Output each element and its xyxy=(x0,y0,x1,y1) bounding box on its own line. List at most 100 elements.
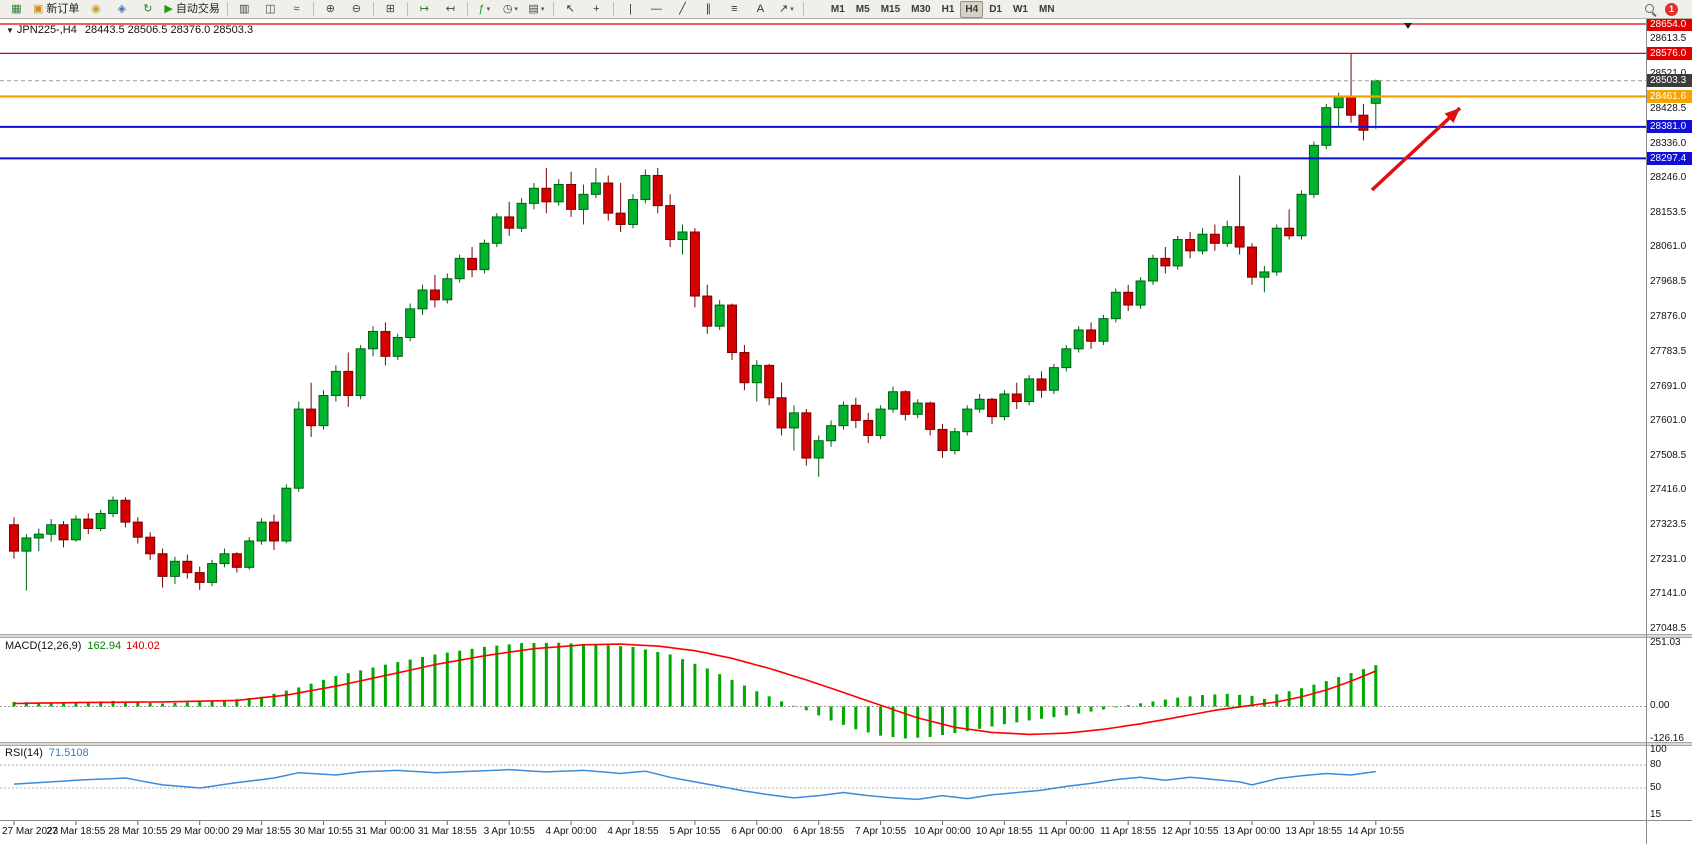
auto-scroll-button[interactable]: ↦ xyxy=(412,0,437,19)
text-tool-button[interactable]: A xyxy=(748,0,773,19)
mql5-community-button[interactable]: ◉ xyxy=(83,0,108,19)
cursor-button[interactable]: ↖ xyxy=(558,0,583,19)
time-axis-label: 13 Apr 00:00 xyxy=(1223,826,1281,837)
auto-trading-button[interactable]: ▶ 自动交易 xyxy=(161,0,222,19)
candle-body xyxy=(1160,257,1171,267)
equidistant-channel-button[interactable]: ∥ xyxy=(696,0,721,19)
search-icon[interactable] xyxy=(1644,3,1657,17)
candle-body xyxy=(875,408,886,436)
chevron-down-icon: ▾ xyxy=(486,5,491,13)
pane-separator[interactable] xyxy=(0,740,1692,748)
candle-body xyxy=(1185,239,1196,252)
timeframe-mn-button[interactable]: MN xyxy=(1038,3,1055,15)
fibonacci-button[interactable]: ≡ xyxy=(722,0,747,19)
pane-separator[interactable] xyxy=(0,632,1692,640)
candle-body xyxy=(714,304,725,327)
trendline-button[interactable]: ╱ xyxy=(670,0,695,19)
toolbar-separator xyxy=(226,2,228,16)
support-chat-button[interactable]: ◈ xyxy=(109,0,134,19)
text-tool-icon: A xyxy=(756,2,765,15)
support-chat-icon: ◈ xyxy=(117,2,127,15)
candle-body xyxy=(145,536,156,555)
timeframe-m5-button[interactable]: M5 xyxy=(855,3,870,15)
zoom-in-button[interactable]: ⊕ xyxy=(318,0,343,19)
arrows-tool-button[interactable]: ↗ ▾ xyxy=(774,0,799,19)
price-axis-label: 27508.5 xyxy=(1650,449,1687,461)
bar-chart-mode-button[interactable]: ▥ xyxy=(232,0,257,19)
line-chart-mode-button[interactable]: ≈ xyxy=(284,0,309,19)
candlestick-mode-button[interactable]: ◫ xyxy=(258,0,283,19)
candle-body xyxy=(194,572,205,583)
bar-chart-mode-icon: ▥ xyxy=(239,2,250,15)
timeframe-group: M1 M5 M15 M30 H1 H4 D1 W1 MN xyxy=(826,0,1060,18)
zoom-out-icon: ⊖ xyxy=(351,2,361,15)
price-axis-label: 28153.5 xyxy=(1650,206,1687,218)
chevron-down-icon: ▾ xyxy=(540,5,545,13)
timeframe-m15-button[interactable]: M15 xyxy=(880,3,901,15)
tile-windows-button[interactable]: ⊞ xyxy=(378,0,403,19)
candle-body xyxy=(330,370,341,397)
price-axis-label: 28246.0 xyxy=(1650,171,1687,183)
candle-body xyxy=(1036,378,1047,391)
vertical-line-button[interactable]: | xyxy=(618,0,643,19)
candle-body xyxy=(764,364,775,399)
timeframe-m1-button[interactable]: M1 xyxy=(830,3,845,15)
candle-body xyxy=(380,330,391,357)
periods-button[interactable]: ◷ ▾ xyxy=(498,0,523,19)
candle-body xyxy=(1110,291,1121,320)
chart-title: ▼ JPN225-,H4 28443.5 28506.5 28376.0 28503… xyxy=(6,24,253,36)
new-order-button[interactable]: ▣ 新订单 xyxy=(30,0,82,19)
mql5-community-icon: ◉ xyxy=(91,2,101,15)
candle-body xyxy=(219,553,230,565)
toolbar-separator xyxy=(612,2,614,16)
crosshair-button[interactable]: + xyxy=(584,0,609,19)
new-chart-button[interactable]: ▦ xyxy=(4,0,29,19)
candle-body xyxy=(1358,114,1369,131)
line-price-tag: 28381.0 xyxy=(1647,120,1692,134)
price-axis-label: 27416.0 xyxy=(1650,484,1687,496)
tile-windows-icon: ⊞ xyxy=(385,2,395,15)
price-axis-label: 28613.5 xyxy=(1650,33,1687,45)
rsi-axis-label: 50 xyxy=(1650,781,1662,793)
candle-body xyxy=(566,184,577,210)
price-axis-label: 27876.0 xyxy=(1650,311,1687,323)
candle-body xyxy=(46,524,57,535)
toolbar-separator xyxy=(406,2,408,16)
vertical-line-icon: | xyxy=(628,2,632,15)
annotation-arrow[interactable] xyxy=(1370,106,1462,192)
horizontal-line-button[interactable]: — xyxy=(644,0,669,19)
notification-badge[interactable]: 1 xyxy=(1665,2,1678,16)
time-axis-label: 4 Apr 18:55 xyxy=(607,826,659,837)
rsi-indicator-label: RSI(14) 71.5108 xyxy=(5,747,89,759)
candle-body xyxy=(801,412,812,459)
candle-body xyxy=(887,391,898,410)
one-click-trading-toggle-icon[interactable]: ▼ xyxy=(6,26,14,35)
price-axis-label: 27691.0 xyxy=(1650,380,1687,392)
timeframe-w1-button[interactable]: W1 xyxy=(1012,3,1028,15)
timeframe-h1-button[interactable]: H1 xyxy=(941,3,955,15)
time-axis-label: 6 Apr 00:00 xyxy=(731,826,783,837)
time-axis-label: 10 Apr 18:55 xyxy=(976,826,1033,837)
candle-body xyxy=(528,187,539,204)
arrows-tool-icon: ↗ xyxy=(779,2,789,15)
candle-body xyxy=(479,242,490,271)
timeframe-m30-button[interactable]: M30 xyxy=(911,3,931,15)
timeframe-d1-button[interactable]: D1 xyxy=(989,3,1002,15)
refresh-data-button[interactable]: ↻ xyxy=(135,0,160,19)
timeframe-h4-button[interactable]: H4 xyxy=(960,0,984,18)
time-axis-label: 31 Mar 18:55 xyxy=(417,826,477,837)
candle-body xyxy=(1172,239,1183,267)
templates-button[interactable]: ▤ ▾ xyxy=(524,0,549,19)
candle-body xyxy=(900,391,911,415)
chart-shift-button[interactable]: ↤ xyxy=(438,0,463,19)
candle-body xyxy=(553,184,564,203)
zoom-out-button[interactable]: ⊖ xyxy=(344,0,369,19)
refresh-data-icon: ↻ xyxy=(143,2,153,15)
candle-body xyxy=(1271,227,1282,273)
cursor-icon: ↖ xyxy=(565,2,575,15)
candle-body xyxy=(1346,95,1357,116)
chart-shift-marker[interactable] xyxy=(1404,23,1412,29)
indicators-button[interactable]: ƒ ▾ xyxy=(472,0,497,19)
candle-body xyxy=(962,408,973,433)
